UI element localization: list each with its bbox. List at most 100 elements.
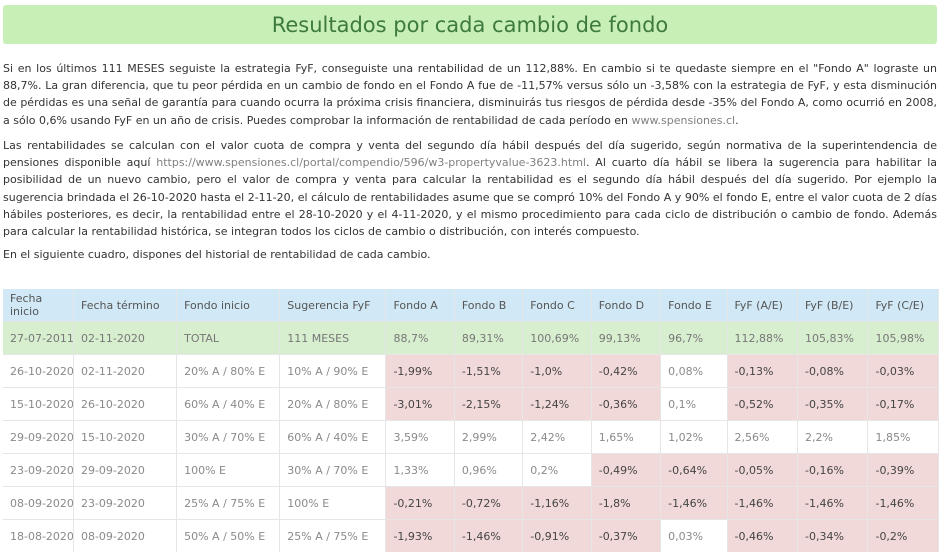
table-cell: -0,05% [727,453,799,487]
table-cell: -1,46% [867,486,939,520]
col-fyf-be: FyF (B/E) [797,289,869,322]
title-banner: Resultados por cada cambio de fondo [3,5,937,44]
col-fondo-inicio: Fondo inicio [176,289,281,322]
table-cell: 60% A / 40% E [176,387,281,421]
table-cell: 50% A / 50% E [176,519,281,552]
table-cell: -0,21% [385,486,455,520]
normativa-link[interactable]: https://www.spensiones.cl/portal/compend… [156,156,586,170]
table-cell: 30% A / 70% E [176,420,281,454]
table-cell: -0,46% [727,519,799,552]
table-cell: -0,37% [591,519,662,552]
table-cell: -1,99% [385,354,455,388]
total-cell: 105,83% [797,321,869,355]
table-cell: -1,46% [660,486,728,520]
table-cell: 29-09-2020 [73,453,178,487]
table-cell: 0,03% [660,519,728,552]
table-cell: -1,8% [591,486,662,520]
table-cell: 08-09-2020 [73,519,178,552]
table-cell: -0,91% [522,519,592,552]
table-cell: 25% A / 75% E [176,486,281,520]
method-paragraph: Las rentabilidades se calculan con el va… [3,137,937,240]
table-cell: 2,2% [797,420,869,454]
table-cell: 1,33% [385,453,455,487]
table-row: 26-10-2020 02-11-2020 20% A / 80% E 10% A /… [3,354,939,388]
table-cell: 26-10-2020 [73,387,178,421]
table-cell: -0,52% [727,387,799,421]
table-cell: -0,2% [867,519,939,552]
table-cell: -2,15% [454,387,524,421]
table-row: 29-09-2020 15-10-2020 30% A / 70% E 60% A /… [3,420,939,454]
col-fondo-a: Fondo A [385,289,455,322]
col-fondo-b: Fondo B [454,289,524,322]
header-row: Fecha inicio Fecha término Fondo inicio … [3,289,939,322]
table-cell: -0,42% [591,354,662,388]
table-cell: 1,02% [660,420,728,454]
table-cell: -3,01% [385,387,455,421]
table-cell: 100% E [176,453,281,487]
col-fyf-ce: FyF (C/E) [867,289,939,322]
col-fyf-ae: FyF (A/E) [727,289,799,322]
summary-paragraph: Si en los últimos 111 MESES seguiste la … [3,60,937,129]
method-text-a: Las rentabilidades se calculan con el va… [3,139,937,170]
table-cell: -0,08% [797,354,869,388]
table-cell: -0,34% [797,519,869,552]
summary-end: . [735,113,739,127]
table-cell: -0,39% [867,453,939,487]
total-cell: 99,13% [591,321,662,355]
table-cell: -0,13% [727,354,799,388]
table-cell: -1,0% [522,354,592,388]
table-cell: -0,64% [660,453,728,487]
table-cell: 1,65% [591,420,662,454]
table-cell: -0,35% [797,387,869,421]
total-cell: 96,7% [660,321,728,355]
total-cell: TOTAL [176,321,281,355]
table-cell: 1,85% [867,420,939,454]
table-cell: 10% A / 90% E [279,354,387,388]
col-fecha-termino: Fecha término [73,289,178,322]
table-cell: 20% A / 80% E [279,387,387,421]
table-cell: -1,93% [385,519,455,552]
table-cell: -1,46% [454,519,524,552]
total-cell: 105,98% [867,321,939,355]
table-cell: 23-09-2020 [73,486,178,520]
total-cell: 112,88% [727,321,799,355]
col-fondo-c: Fondo C [522,289,592,322]
table-cell: -0,36% [591,387,662,421]
table-cell: 30% A / 70% E [279,453,387,487]
page-title: Resultados por cada cambio de fondo [271,12,669,37]
table-cell: 29-09-2020 [3,420,74,454]
total-cell: 02-11-2020 [73,321,178,355]
total-cell: 100,69% [522,321,592,355]
table-cell: 60% A / 40% E [279,420,387,454]
method-text-b: . Al cuarto día hábil se libera la suger… [3,156,937,239]
table-cell: 0,2% [522,453,592,487]
table-cell: -1,16% [522,486,592,520]
table-cell: 20% A / 80% E [176,354,281,388]
col-fecha-inicio: Fecha inicio [3,289,74,322]
table-intro: En el siguiente cuadro, dispones del his… [3,246,937,263]
total-row: 27-07-2011 02-11-2020 TOTAL 111 MESES 88… [3,321,939,355]
table-cell: 18-08-2020 [3,519,74,552]
table-cell: 2,99% [454,420,524,454]
table-cell: -0,49% [591,453,662,487]
table-cell: -0,03% [867,354,939,388]
table-cell: -1,51% [454,354,524,388]
table-cell: -0,17% [867,387,939,421]
table-cell: -0,16% [797,453,869,487]
table-cell: 02-11-2020 [73,354,178,388]
returns-table: Fecha inicio Fecha término Fondo inicio … [3,289,939,552]
table-cell: 100% E [279,486,387,520]
table-cell: 25% A / 75% E [279,519,387,552]
table-cell: 23-09-2020 [3,453,74,487]
total-cell: 27-07-2011 [3,321,74,355]
table-cell: -1,24% [522,387,592,421]
table-row: 18-08-2020 08-09-2020 50% A / 50% E 25% A /… [3,519,939,552]
total-cell: 88,7% [385,321,455,355]
table-row: 15-10-2020 26-10-2020 60% A / 40% E 20% A /… [3,387,939,421]
table-cell: 15-10-2020 [3,387,74,421]
table-cell: -0,72% [454,486,524,520]
table-cell: 0,96% [454,453,524,487]
spensiones-link[interactable]: www.spensiones.cl [631,113,736,127]
table-cell: 0,1% [660,387,728,421]
